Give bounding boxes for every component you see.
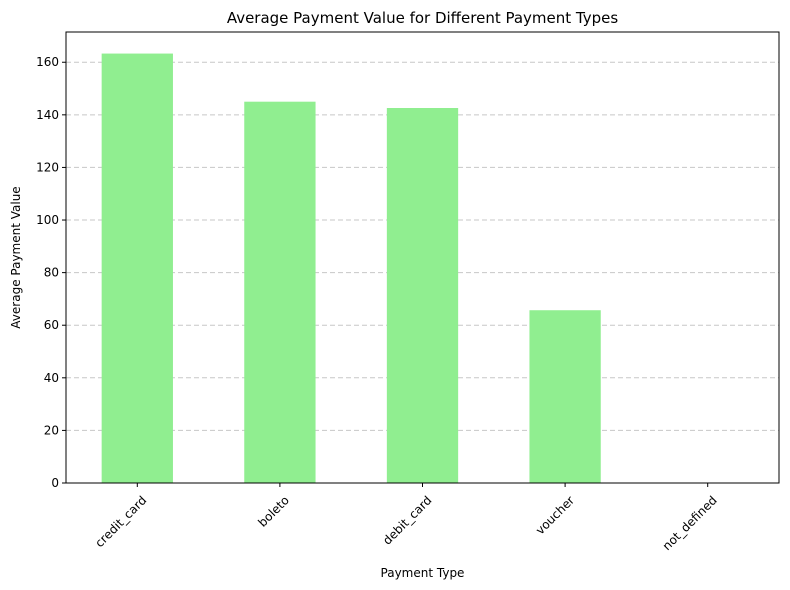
y-tick-label-7: 140: [36, 108, 59, 122]
y-tick-label-5: 100: [36, 213, 59, 227]
x-tick-label-debit_card: debit_card: [380, 493, 434, 547]
y-tick-label-4: 80: [44, 266, 59, 280]
y-tick-label-6: 120: [36, 160, 59, 174]
x-tick-label-voucher: voucher: [533, 493, 577, 537]
bar-credit_card: [101, 53, 173, 484]
x-axis-ticks: credit_card boleto debit_card voucher not_de…: [92, 483, 720, 553]
y-tick-label-0: 0: [51, 476, 59, 490]
y-axis-label: Average Payment Value: [9, 186, 23, 328]
y-tick-label-1: 20: [44, 423, 59, 437]
x-tick-label-not_defined: not_defined: [660, 493, 720, 553]
x-tick-label-boleto: boleto: [255, 493, 292, 530]
bar-boleto: [244, 101, 316, 483]
y-tick-label-3: 60: [44, 318, 59, 332]
y-tick-label-8: 160: [36, 55, 59, 69]
bar-voucher: [529, 310, 601, 483]
x-axis-label: Payment Type: [381, 566, 465, 580]
x-tick-label-credit_card: credit_card: [92, 493, 149, 550]
y-axis-ticks: 0 20 40 60 80 100 120 140 160: [36, 55, 66, 490]
chart-title: Average Payment Value for Different Paym…: [227, 9, 619, 27]
bars: [101, 53, 601, 484]
bar-debit_card: [386, 107, 459, 483]
y-tick-label-2: 40: [44, 371, 59, 385]
